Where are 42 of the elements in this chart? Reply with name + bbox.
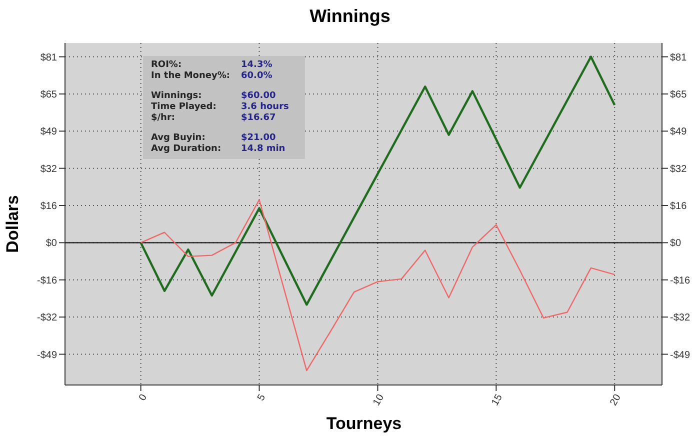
annotation: Avg Buyin: bbox=[151, 133, 206, 144]
y-tick-label: $65 bbox=[40, 90, 58, 101]
y-tick-label: $32 bbox=[40, 164, 58, 175]
y-axis-title: Dollars bbox=[3, 195, 23, 253]
y2-tick-label: $49 bbox=[670, 126, 688, 138]
line-series bbox=[140, 56, 616, 306]
y2-tick-label: $16 bbox=[670, 201, 688, 212]
annotation: $21.00 bbox=[241, 133, 276, 144]
x-axis-title: Tourneys bbox=[325, 414, 403, 434]
x-tick-label: 10 bbox=[371, 392, 387, 408]
annotation: 14.3% bbox=[241, 60, 272, 71]
y-tick-label: $16 bbox=[40, 201, 58, 212]
y2-tick-label: $0 bbox=[670, 238, 682, 250]
annotation: 14.8 min bbox=[241, 144, 286, 155]
y2-tick-label: -$16 bbox=[670, 275, 690, 286]
line-series bbox=[140, 199, 616, 372]
x-tick-label: 0 bbox=[137, 392, 150, 403]
annotation: $16.67 bbox=[241, 113, 276, 124]
y-tick-label: -$49 bbox=[36, 350, 58, 361]
y2-tick-label: $32 bbox=[670, 164, 688, 175]
y2-tick-label: -$32 bbox=[670, 312, 690, 324]
annotation: $/hr: bbox=[151, 113, 176, 124]
annotation: ROI%: bbox=[151, 60, 183, 71]
annotation: Winnings: bbox=[151, 91, 203, 102]
annotation: $60.00 bbox=[241, 91, 276, 102]
y-tick-label: -$16 bbox=[36, 275, 58, 286]
y-tick-label: $49 bbox=[40, 126, 58, 138]
annotation: In the Money%: bbox=[151, 71, 231, 82]
y2-tick-label: $65 bbox=[670, 90, 688, 101]
x-tick-label: 5 bbox=[256, 392, 268, 403]
annotation: Time Played: bbox=[151, 102, 218, 113]
annotation: 3.6 hours bbox=[241, 102, 289, 113]
y2-tick-label: -$49 bbox=[670, 350, 690, 361]
y-tick-label: -$32 bbox=[36, 312, 58, 324]
y-tick-label: $81 bbox=[40, 52, 58, 64]
x-tick-label: 20 bbox=[608, 392, 624, 408]
y2-tick-label: $81 bbox=[670, 52, 688, 64]
annotation: 60.0% bbox=[241, 71, 272, 82]
y-tick-label: $0 bbox=[46, 238, 58, 250]
annotation: Avg Duration: bbox=[151, 144, 222, 155]
chart-title: Winnings bbox=[308, 6, 392, 27]
x-tick-label: 15 bbox=[490, 392, 506, 408]
